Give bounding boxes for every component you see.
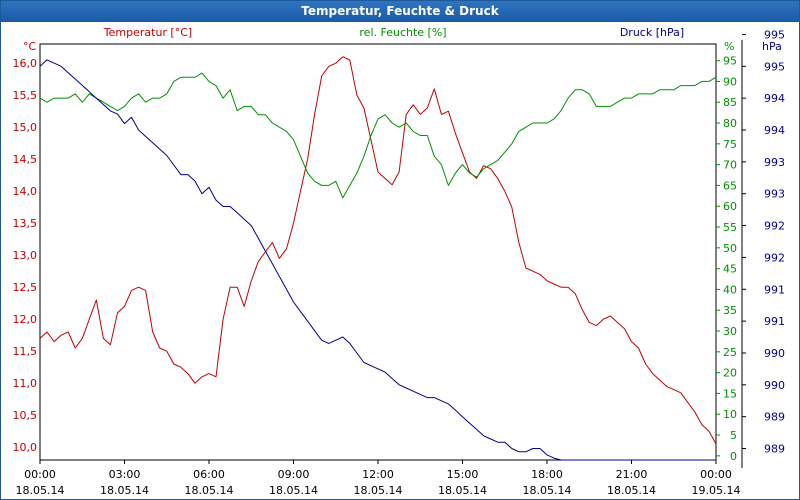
- pressure-tick-label: 990: [764, 379, 785, 392]
- axes: [39, 33, 746, 468]
- temp-tick-label: 10,5: [13, 409, 38, 422]
- pressure-tick-label: 989: [764, 443, 785, 456]
- pressure-tick-label: 993: [764, 156, 785, 169]
- temp-tick-label: 12,5: [13, 281, 38, 294]
- x-tick-date: 18.05.14: [354, 484, 403, 497]
- humidity-line: [39, 72, 717, 199]
- x-tick-date: 19.05.14: [692, 484, 741, 497]
- humidity-tick-label: 10: [723, 408, 737, 421]
- x-tick-date: 18.05.14: [16, 484, 65, 497]
- humidity-tick-label: 20: [723, 367, 737, 380]
- x-tick-date: 18.05.14: [438, 484, 487, 497]
- temperature-line: [39, 56, 717, 445]
- pressure-tick-label: 990: [764, 347, 785, 360]
- x-tick-time: 00:00: [24, 468, 56, 481]
- humidity-tick-label: 0: [730, 450, 737, 463]
- temp-tick-label: 13,5: [13, 217, 38, 230]
- pressure-tick-label: 993: [764, 188, 785, 201]
- temp-tick-label: 11,5: [13, 345, 38, 358]
- humidity-tick-label: 60: [723, 200, 737, 213]
- humidity-tick-label: 5: [730, 429, 737, 442]
- temp-tick-label: 15,5: [13, 89, 38, 102]
- temp-tick-label: 13,0: [13, 249, 38, 262]
- temp-tick-label: 14,0: [13, 185, 38, 198]
- temp-tick-label: 16,0: [13, 57, 38, 70]
- pressure-tick-label: 991: [764, 315, 785, 328]
- temp-tick-label: 12,0: [13, 313, 38, 326]
- x-tick-date: 18.05.14: [523, 484, 572, 497]
- pressure-tick-label: 992: [764, 251, 785, 264]
- x-tick-date: 18.05.14: [100, 484, 149, 497]
- window-title: Temperatur, Feuchte & Druck: [1, 1, 799, 22]
- humidity-tick-label: 25: [723, 346, 737, 359]
- x-tick-date: 18.05.14: [269, 484, 318, 497]
- pressure-tick-label: 994: [764, 124, 785, 137]
- temp-tick-label: 10,0: [13, 441, 38, 454]
- pressure-unit-label: hPa: [762, 40, 782, 53]
- x-tick-time: 12:00: [362, 468, 394, 481]
- pressure-tick-label: 991: [764, 283, 785, 296]
- legend-humidity: rel. Feuchte [%]: [359, 26, 446, 39]
- humidity-tick-label: 65: [723, 179, 737, 192]
- pressure-tick-label: 995: [764, 60, 785, 73]
- x-tick-time: 00:00: [700, 468, 732, 481]
- plot-area: [39, 43, 717, 461]
- series-lines: [39, 56, 717, 461]
- x-tick-time: 18:00: [531, 468, 563, 481]
- humidity-tick-label: 15: [723, 387, 737, 400]
- temp-unit-label: °C: [23, 40, 37, 53]
- humidity-tick-label: 90: [723, 75, 737, 88]
- pressure-tick-label: 992: [764, 220, 785, 233]
- temp-tick-label: 15,0: [13, 121, 38, 134]
- x-tick-time: 21:00: [616, 468, 648, 481]
- humidity-unit-label: %: [724, 40, 734, 53]
- x-tick-date: 18.05.14: [607, 484, 656, 497]
- humidity-tick-label: 80: [723, 117, 737, 130]
- humidity-tick-label: 95: [723, 55, 737, 68]
- legend-temperature: Temperatur [°C]: [103, 26, 192, 39]
- humidity-tick-label: 85: [723, 96, 737, 109]
- x-tick-time: 06:00: [193, 468, 225, 481]
- x-tick-time: 09:00: [278, 468, 310, 481]
- pressure-tick-label: 989: [764, 411, 785, 424]
- x-tick-date: 18.05.14: [185, 484, 234, 497]
- humidity-tick-label: 30: [723, 325, 737, 338]
- legend-pressure: Druck [hPa]: [620, 26, 684, 39]
- humidity-tick-label: 70: [723, 159, 737, 172]
- axis-labels: 10,0 10,5 11,0 11,5 12,0 12,5 13,0 13,5 14,0 14,5…: [13, 26, 786, 497]
- humidity-tick-label: 50: [723, 242, 737, 255]
- x-tick-time: 03:00: [109, 468, 141, 481]
- temp-tick-label: 11,0: [13, 377, 38, 390]
- pressure-line: [39, 59, 716, 461]
- humidity-tick-label: 35: [723, 304, 737, 317]
- temp-tick-label: 14,5: [13, 153, 38, 166]
- pressure-tick-label: 994: [764, 92, 785, 105]
- humidity-tick-label: 55: [723, 221, 737, 234]
- pressure-tick-label: 995: [764, 28, 785, 41]
- humidity-tick-label: 40: [723, 283, 737, 296]
- x-tick-time: 15:00: [447, 468, 479, 481]
- humidity-tick-label: 45: [723, 263, 737, 276]
- humidity-tick-label: 75: [723, 138, 737, 151]
